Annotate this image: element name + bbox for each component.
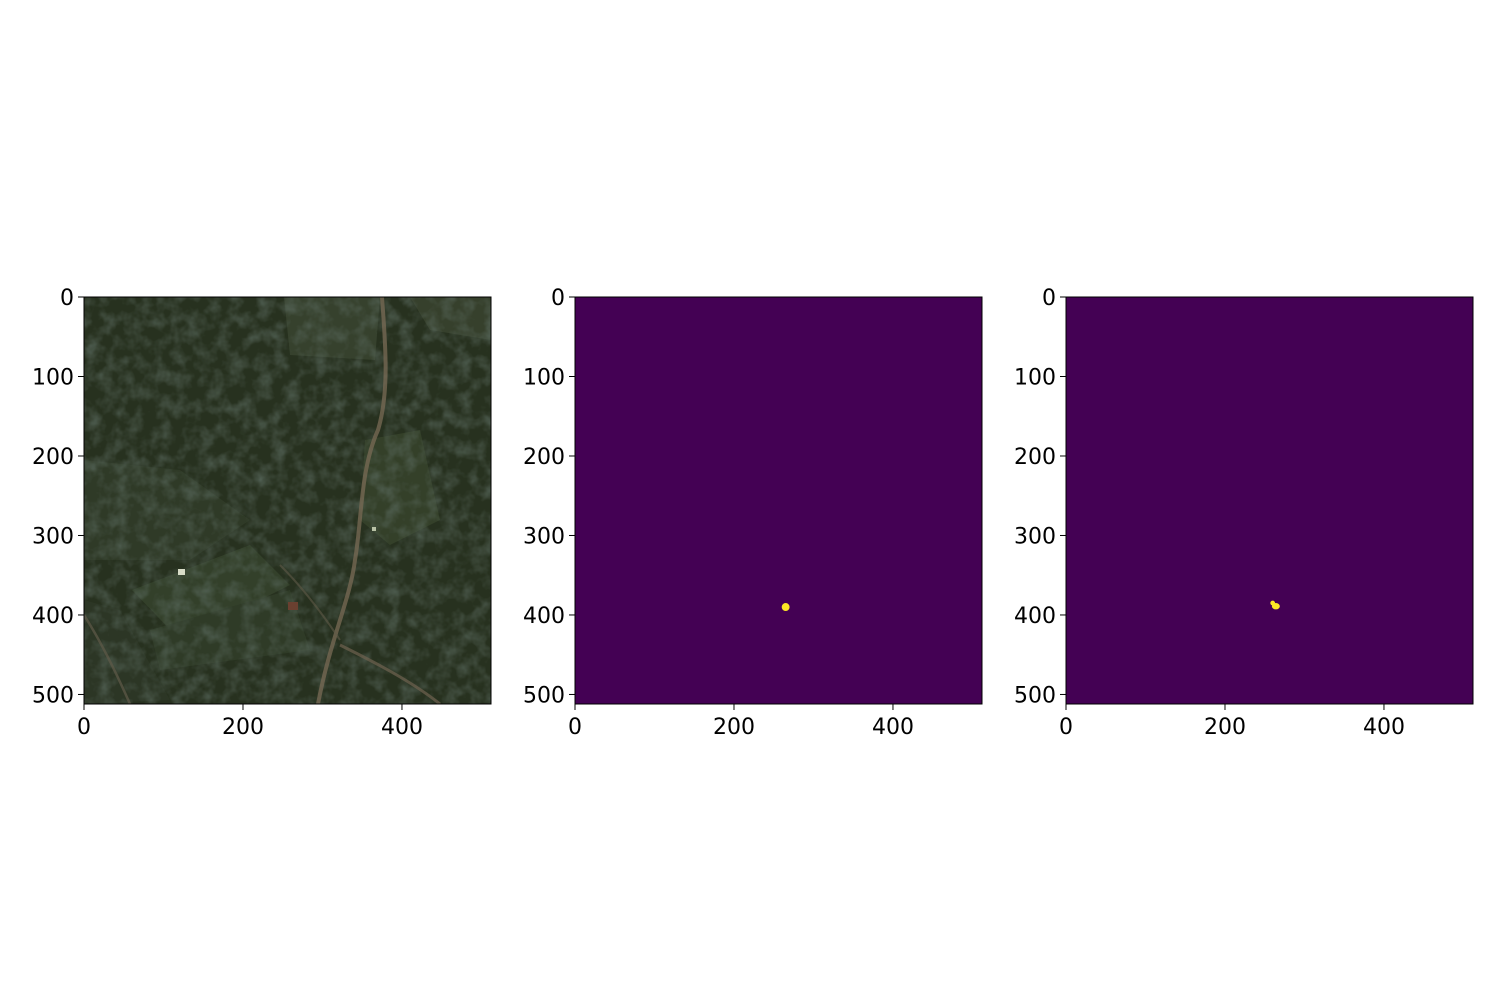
y-tick-label: 500 (523, 683, 565, 708)
axes-ticks: 0 200 400 0 100 200 300 400 500 (523, 286, 914, 740)
axes-ticks: 0 200 400 0 100 200 300 400 500 (32, 286, 423, 740)
building (288, 602, 298, 610)
mask-blobs (1270, 600, 1280, 610)
axes-frame (83, 296, 492, 705)
y-tick-label: 400 (1014, 604, 1056, 629)
building (372, 527, 376, 531)
y-tick-label: 500 (32, 683, 74, 708)
x-tick-label: 200 (222, 715, 264, 740)
x-tick-label: 200 (713, 715, 755, 740)
y-tick-label: 400 (32, 604, 74, 629)
mask-blob (781, 603, 790, 611)
y-tick-label: 0 (60, 286, 74, 311)
mask-panel-2: 0 200 400 0 100 200 300 400 500 (1014, 286, 1474, 740)
y-tick-label: 100 (523, 365, 565, 390)
y-tick-label: 300 (32, 524, 74, 549)
building (178, 569, 185, 575)
y-tick-label: 200 (32, 445, 74, 470)
y-tick-label: 300 (523, 524, 565, 549)
mask-panel-1: 0 200 400 0 100 200 300 400 500 (523, 286, 983, 740)
x-tick-label: 200 (1204, 715, 1246, 740)
x-tick-label: 400 (381, 715, 423, 740)
y-tick-label: 200 (1014, 445, 1056, 470)
mask-background (1066, 297, 1473, 704)
mask-blob (1271, 603, 1280, 610)
axes-frame (574, 296, 983, 705)
y-tick-label: 300 (1014, 524, 1056, 549)
y-tick-label: 100 (32, 365, 74, 390)
x-tick-label: 0 (1059, 715, 1073, 740)
mask-blobs (781, 603, 790, 611)
dirt-road (339, 643, 441, 704)
x-tick-label: 0 (568, 715, 582, 740)
y-tick-label: 0 (551, 286, 565, 311)
y-tick-label: 0 (1042, 286, 1056, 311)
y-tick-label: 100 (1014, 365, 1056, 390)
dirt-road (279, 564, 341, 641)
dirt-road (84, 614, 132, 704)
satellite-image (84, 297, 491, 704)
x-tick-label: 400 (872, 715, 914, 740)
satellite-panel: 0 200 400 0 100 200 300 400 500 (32, 286, 492, 740)
dirt-road (316, 297, 388, 704)
axes-frame (1065, 296, 1474, 705)
y-tick-label: 400 (523, 604, 565, 629)
y-tick-label: 200 (523, 445, 565, 470)
mask-background (575, 297, 982, 704)
x-tick-label: 0 (77, 715, 91, 740)
axes-ticks: 0 200 400 0 100 200 300 400 500 (1014, 286, 1405, 740)
y-tick-label: 500 (1014, 683, 1056, 708)
x-tick-label: 400 (1363, 715, 1405, 740)
